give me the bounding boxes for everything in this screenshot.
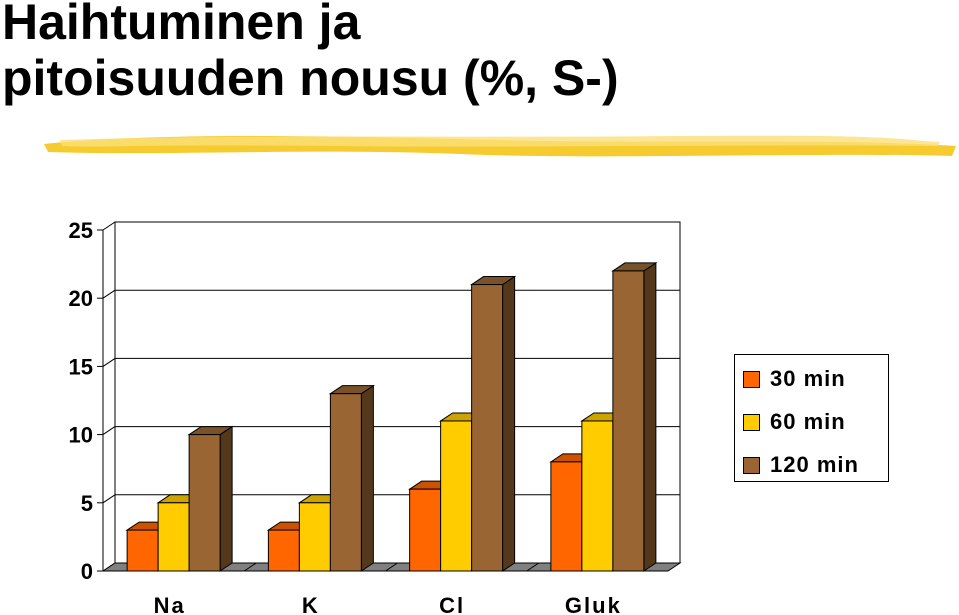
chart-legend: 30 min 60 min 120 min xyxy=(734,354,889,482)
y-tick-label: 25 xyxy=(69,218,93,243)
x-tick-mark xyxy=(385,562,398,572)
title-underline-brush xyxy=(44,135,956,157)
legend-swatch-60min xyxy=(743,413,760,431)
bar-cl-120min xyxy=(471,284,504,572)
legend-item-120min: 120 min xyxy=(743,452,859,477)
bar-gluk-120min xyxy=(612,270,645,572)
bar-na-120min xyxy=(188,434,221,572)
x-tick-label: Cl xyxy=(439,593,465,615)
bar-side-na-120min xyxy=(219,425,233,572)
page-title: Haihtuminen ja pitoisuuden nousu (%, S-) xyxy=(2,0,619,106)
gridline-diag xyxy=(102,221,116,231)
gridline-diag xyxy=(102,426,116,436)
y-tick-label: 20 xyxy=(69,286,93,311)
y-tick-label: 0 xyxy=(81,559,93,584)
bar-side-cl-120min xyxy=(502,275,516,572)
legend-label-60min: 60 min xyxy=(770,409,846,434)
bar-side-gluk-120min xyxy=(643,261,657,572)
bar-k-120min xyxy=(329,393,362,572)
bar-side-k-120min xyxy=(360,384,374,572)
legend-label-120min: 120 min xyxy=(770,452,859,477)
bar-k-60min xyxy=(298,502,331,572)
gridline-diag xyxy=(102,494,116,504)
title-line-2: pitoisuuden nousu (%, S-) xyxy=(2,50,619,106)
gridline-diag xyxy=(102,289,116,299)
bar-na-60min xyxy=(157,502,190,572)
bar-cl-60min xyxy=(440,420,473,572)
x-tick-label: K xyxy=(302,593,320,615)
legend-swatch-30min xyxy=(743,370,760,388)
legend-label-30min: 30 min xyxy=(770,366,846,391)
y-tick-label: 10 xyxy=(69,423,93,448)
bar-cl-30min xyxy=(409,488,442,572)
legend-swatch-120min xyxy=(743,456,760,474)
legend-item-30min: 30 min xyxy=(743,366,846,391)
bar-gluk-30min xyxy=(550,461,583,572)
legend-item-60min: 60 min xyxy=(743,409,846,434)
bar-gluk-60min xyxy=(581,420,614,572)
x-tick-mark xyxy=(526,562,540,572)
x-tick-label: Gluk xyxy=(565,593,622,615)
bar-k-30min xyxy=(267,529,300,572)
bar-na-30min xyxy=(126,529,159,572)
title-line-1: Haihtuminen ja xyxy=(2,0,361,50)
title-underline-stroke-light xyxy=(60,135,940,147)
y-tick-label: 15 xyxy=(69,354,93,379)
x-tick-mark xyxy=(243,562,257,572)
gridline-diag xyxy=(102,357,116,367)
x-tick-label: Na xyxy=(154,593,186,615)
y-tick-label: 5 xyxy=(81,491,93,516)
